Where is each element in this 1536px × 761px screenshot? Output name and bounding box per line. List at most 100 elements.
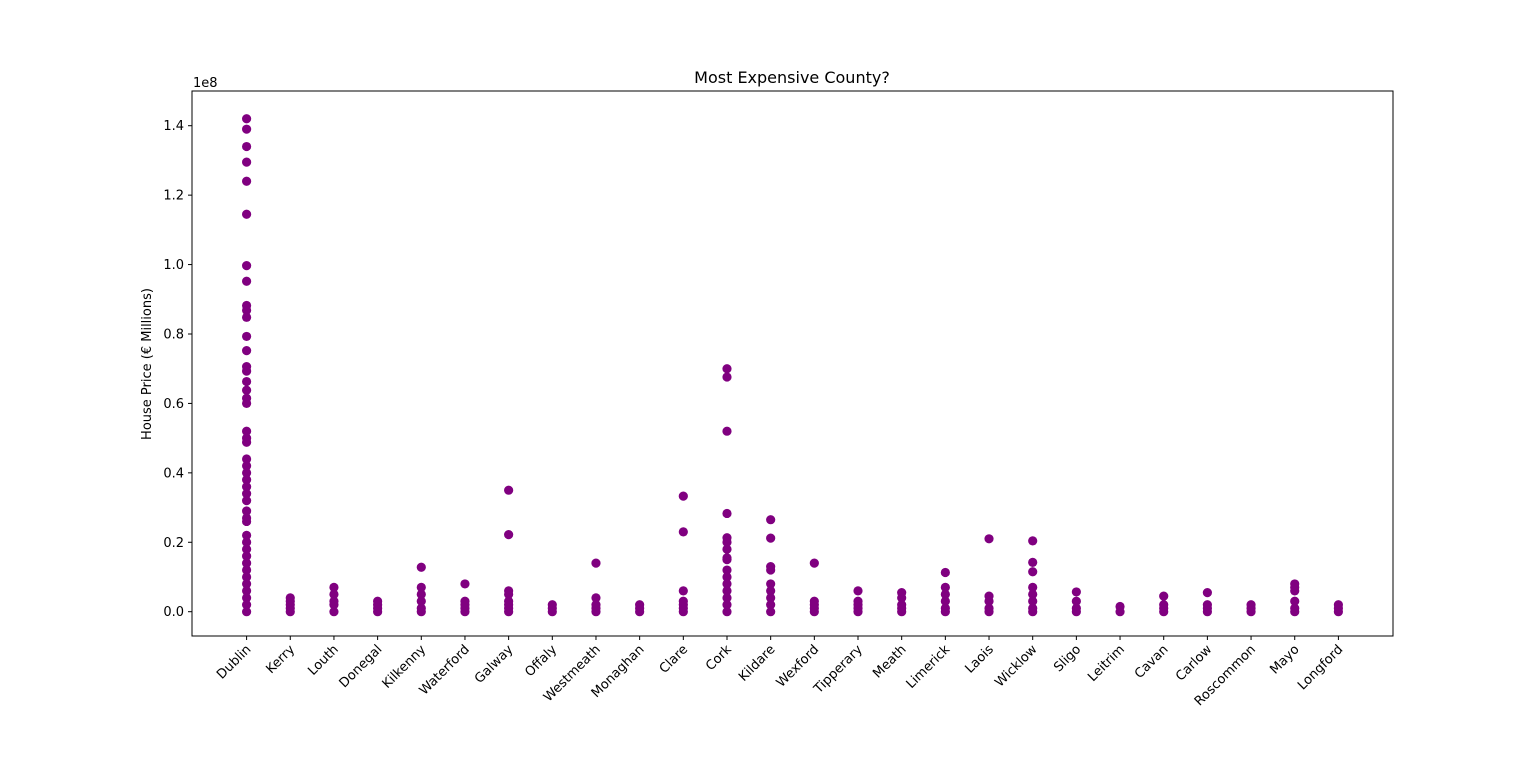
data-point-wicklow xyxy=(1028,582,1038,593)
data-point-dublin xyxy=(242,114,252,124)
data-point-dublin xyxy=(242,506,252,516)
data-point-sligo xyxy=(1071,587,1081,597)
data-point-kildare xyxy=(766,515,776,525)
data-point-cork xyxy=(722,555,732,565)
x-tick-label-dublin: Dublin xyxy=(214,642,254,682)
data-point-monaghan xyxy=(635,607,645,617)
x-tick-label-cork: Cork xyxy=(703,642,735,674)
data-point-dublin xyxy=(242,489,252,499)
data-point-dublin xyxy=(242,593,252,603)
data-point-waterford xyxy=(460,607,470,617)
data-point-dublin xyxy=(242,385,252,395)
data-point-dublin xyxy=(242,346,252,356)
y-axis-ticks: 0.0 0.2 0.4 0.6 0.8 1.0 1.2 1.4 xyxy=(163,119,192,620)
data-point-dublin xyxy=(242,516,252,527)
data-point-roscommon xyxy=(1246,607,1256,617)
data-point-offaly xyxy=(547,607,557,617)
y-tick-label: 1.0 xyxy=(163,258,184,273)
data-point-clare xyxy=(678,527,688,537)
data-point-laois xyxy=(984,534,994,544)
x-tick-label-laois: Laois xyxy=(963,642,997,676)
data-point-louth xyxy=(329,607,339,617)
data-point-cork xyxy=(722,607,732,617)
data-point-dublin xyxy=(242,176,252,186)
data-point-kildare xyxy=(766,593,776,603)
data-point-clare xyxy=(678,491,688,501)
data-point-dublin xyxy=(242,544,252,554)
data-point-dublin xyxy=(242,261,252,271)
data-point-cork xyxy=(722,537,732,547)
data-point-leitrim xyxy=(1115,607,1125,617)
data-point-wicklow xyxy=(1028,536,1038,546)
data-point-dublin xyxy=(242,276,252,286)
data-point-cork xyxy=(722,593,732,603)
y-tick-label: 1.2 xyxy=(163,189,184,204)
data-point-limerick xyxy=(940,582,950,593)
data-point-dublin xyxy=(242,426,252,436)
data-point-meath xyxy=(897,593,907,603)
data-point-cork xyxy=(722,565,732,575)
data-point-dublin xyxy=(242,579,252,589)
x-tick-label-meath: Meath xyxy=(870,642,909,681)
y-tick-label: 0.6 xyxy=(163,397,184,412)
data-point-wicklow xyxy=(1028,567,1038,577)
data-point-dublin xyxy=(242,607,252,617)
data-point-cork xyxy=(722,508,732,519)
data-point-dublin xyxy=(242,475,252,485)
data-point-dublin xyxy=(242,600,252,610)
data-point-cork xyxy=(722,600,732,610)
data-point-dublin xyxy=(242,468,252,478)
data-point-mayo xyxy=(1290,596,1300,606)
data-point-dublin xyxy=(242,530,252,540)
data-point-sligo xyxy=(1071,607,1081,617)
x-tick-label-limerick: Limerick xyxy=(904,642,954,692)
data-point-cavan xyxy=(1159,607,1169,617)
data-point-dublin xyxy=(242,376,252,387)
x-tick-label-carlow: Carlow xyxy=(1173,642,1215,684)
data-point-dublin xyxy=(242,551,252,561)
y-axis-offset-label: 1e8 xyxy=(193,76,218,91)
data-point-cork xyxy=(722,586,732,596)
data-point-donegal xyxy=(373,607,383,617)
x-tick-label-louth: Louth xyxy=(305,642,341,678)
data-point-limerick xyxy=(940,596,950,606)
data-point-sligo xyxy=(1071,596,1081,606)
x-tick-label-mayo: Mayo xyxy=(1267,642,1302,677)
x-tick-label-cavan: Cavan xyxy=(1132,642,1172,682)
data-point-dublin xyxy=(242,305,252,315)
data-point-westmeath xyxy=(591,558,601,568)
y-axis-label: House Price (€ Millions) xyxy=(140,288,155,440)
data-point-kerry xyxy=(285,607,295,617)
x-axis-ticks: Dublin Kerry LouthDonegalKilkennyWaterford… xyxy=(214,636,1346,709)
y-tick-label: 0.8 xyxy=(163,327,184,342)
data-point-limerick xyxy=(940,589,950,599)
y-tick-label: 1.4 xyxy=(163,119,184,134)
x-tick-label-clare: Clare xyxy=(657,642,691,676)
data-point-kilkenny xyxy=(416,607,426,617)
data-point-dublin xyxy=(242,437,252,447)
data-points xyxy=(242,114,1343,617)
data-point-westmeath xyxy=(591,607,601,617)
data-point-kilkenny xyxy=(416,596,426,606)
data-point-dublin xyxy=(242,157,252,167)
data-point-kilkenny xyxy=(416,589,426,599)
data-point-dublin xyxy=(242,454,252,464)
data-point-dublin xyxy=(242,558,252,568)
data-point-galway xyxy=(504,607,514,617)
data-point-limerick xyxy=(940,567,950,578)
data-point-carlow xyxy=(1202,588,1212,598)
data-point-kildare xyxy=(766,579,776,589)
data-point-longford xyxy=(1333,607,1343,617)
x-tick-label-sligo: Sligo xyxy=(1051,642,1084,675)
data-point-mayo xyxy=(1290,586,1300,596)
y-tick-label: 0.4 xyxy=(163,466,184,481)
data-point-cork xyxy=(722,544,732,554)
data-point-carlow xyxy=(1202,607,1212,617)
data-point-dublin xyxy=(242,482,252,492)
data-point-wicklow xyxy=(1028,589,1038,599)
data-point-kildare xyxy=(766,600,776,610)
data-point-louth xyxy=(329,589,339,599)
data-point-dublin xyxy=(242,331,252,342)
data-point-kilkenny xyxy=(416,562,426,572)
